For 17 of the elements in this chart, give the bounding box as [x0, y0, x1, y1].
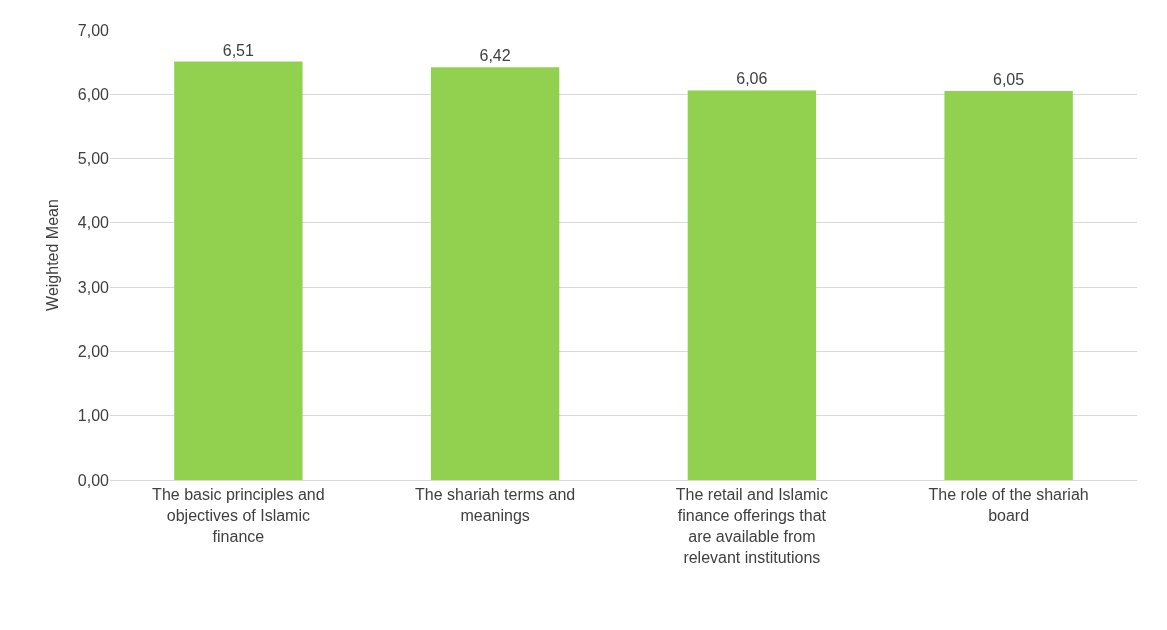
y-tick-label: 4,00: [77, 214, 110, 232]
y-tick-label: 2,00: [77, 343, 110, 361]
y-tick-label: 3,00: [77, 278, 110, 296]
y-tick-label: 0,00: [77, 471, 110, 489]
data-label: 6,05: [993, 71, 1025, 89]
data-label: 6,42: [479, 47, 511, 65]
y-tick-label: 1,00: [77, 407, 110, 425]
x-tick-label: The role of the shariah board: [928, 486, 1089, 524]
y-tick-label: 5,00: [77, 150, 110, 168]
y-tick-label: 7,00: [77, 21, 110, 39]
x-tick-label: The basic principles and objectives of Islamic finance: [152, 486, 325, 545]
data-label: 6,06: [736, 70, 768, 88]
y-axis-title: Weighted Mean: [43, 199, 61, 311]
x-tick-label: The shariah terms and meanings: [415, 486, 576, 524]
data-label: 6,51: [222, 41, 254, 59]
y-tick-label: 6,00: [77, 85, 110, 103]
x-tick-label: The retail and Islamic finance offerings that are available from relevant institutions: [675, 486, 828, 566]
